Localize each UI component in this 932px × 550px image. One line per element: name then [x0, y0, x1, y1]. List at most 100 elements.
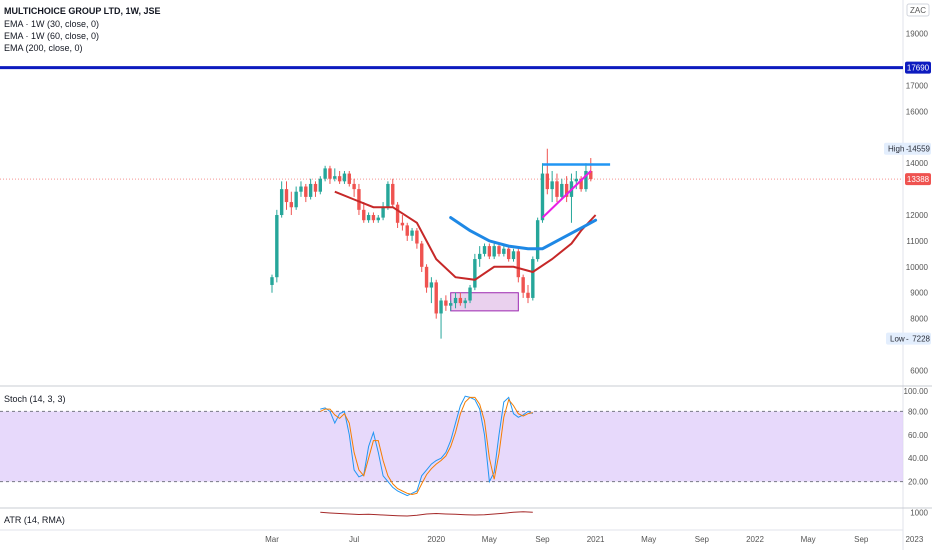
candle-body — [531, 259, 535, 298]
ema30-line — [334, 190, 597, 281]
stoch-band-fill — [0, 411, 903, 482]
time-tick-label: Sep — [854, 535, 869, 544]
price-tick-label: 17000 — [906, 81, 929, 90]
candle-body — [391, 183, 395, 205]
candle-body — [279, 189, 284, 216]
candle-body — [550, 181, 554, 190]
price-tick-label: 11000 — [906, 237, 928, 246]
candle-body — [347, 173, 351, 184]
axis-panel — [903, 0, 932, 550]
candle-body — [342, 173, 347, 182]
candle-body — [511, 251, 516, 260]
time-tick-label: May — [482, 535, 497, 544]
candle-body — [516, 251, 521, 278]
stoch-tick-label: 60.00 — [908, 431, 929, 440]
time-tick-label: Jul — [349, 535, 359, 544]
candle-body — [289, 202, 294, 208]
candle-body — [434, 282, 438, 314]
time-axis-ticks: Mar Jul 2020 May Sep 2021 May Sep 2022 May Sep 2023 — [265, 535, 924, 544]
high-label: High — [888, 145, 904, 154]
candle-body — [304, 186, 308, 197]
currency-label: ZAC — [906, 3, 930, 17]
candle-body — [521, 277, 525, 293]
legend-ema200: EMA (200, close, 0) — [4, 43, 83, 53]
candle-body — [366, 215, 371, 221]
stoch-legend: Stoch (14, 3, 3) — [4, 394, 66, 404]
candle-body — [318, 178, 322, 192]
candle-body — [362, 209, 366, 221]
candle-body — [453, 297, 458, 304]
atr-axis-ticks: 1000 — [910, 508, 928, 517]
candle-body — [381, 207, 385, 218]
price-axis-ticks: 6000 8000 9000 10000 11000 12000 14000 16000 170… — [906, 30, 929, 376]
candle-body — [270, 277, 274, 285]
candle-body — [487, 246, 492, 257]
currency-text: ZAC — [910, 6, 926, 15]
time-tick-label: May — [641, 535, 656, 544]
candle-body — [371, 215, 376, 221]
candle-body — [574, 178, 578, 182]
last-price-badge: 13388 — [905, 173, 931, 186]
time-tick-label: Sep — [535, 535, 550, 544]
candle-body — [540, 173, 545, 221]
stoch-tick-label: 40.00 — [908, 454, 929, 463]
time-tick-label: May — [801, 535, 816, 544]
candle-body — [420, 243, 424, 267]
low-badge: Low - 7228 — [886, 332, 931, 345]
candle-body — [506, 248, 511, 260]
price-tick-label: 16000 — [906, 107, 929, 116]
high-value: 14559 — [908, 145, 931, 154]
candle-body — [526, 292, 530, 298]
time-tick-label: 2022 — [746, 535, 764, 544]
low-label: Low — [890, 335, 905, 344]
candle-body — [492, 246, 496, 257]
candle-body — [308, 183, 313, 197]
candle-body — [294, 191, 298, 208]
stoch-axis-ticks: 20.00 40.00 60.00 80.00 100.00 — [904, 387, 929, 487]
atr-legend: ATR (14, RMA) — [4, 515, 65, 525]
candle-body — [564, 183, 569, 197]
time-tick-label: 2021 — [587, 535, 605, 544]
candle-body — [284, 189, 289, 203]
price-tick-label: 14000 — [906, 159, 929, 168]
candle-body — [333, 176, 337, 179]
candle-body — [555, 181, 559, 197]
time-tick-label: 2023 — [905, 535, 923, 544]
candle-body — [405, 225, 409, 236]
candle-body — [357, 189, 361, 210]
legend-ema30: EMA · 1W (30, close, 0) — [4, 19, 99, 29]
candle-body — [535, 220, 540, 260]
stoch-d-line — [320, 396, 533, 496]
candle-body — [328, 168, 332, 179]
candle-body — [395, 204, 400, 223]
candle-body — [337, 176, 342, 182]
low-dash: - — [906, 335, 909, 344]
price-tick-label: 9000 — [910, 289, 928, 298]
ema60-line — [449, 216, 598, 251]
price-tick-label: 10000 — [906, 263, 929, 272]
time-tick-label: Sep — [695, 535, 710, 544]
legend-ema60: EMA · 1W (60, close, 0) — [4, 31, 99, 41]
price-tick-label: 8000 — [910, 315, 928, 324]
stoch-tick-label: 100.00 — [904, 387, 929, 396]
candles-group — [270, 148, 593, 339]
candle-body — [444, 300, 448, 306]
candle-body — [502, 248, 506, 254]
candle-body — [579, 178, 583, 190]
candle-body — [400, 222, 405, 226]
candle-body — [424, 266, 429, 288]
time-tick-label: Mar — [265, 535, 279, 544]
time-tick-label: 2020 — [427, 535, 445, 544]
high-badge: High - 14559 — [884, 142, 931, 155]
triangle-support-trendline[interactable] — [541, 170, 592, 219]
candle-body — [376, 217, 380, 221]
price-tick-label: 12000 — [906, 211, 929, 220]
candle-body — [584, 170, 588, 190]
candle-body — [545, 173, 550, 190]
candle-body — [560, 183, 564, 197]
candle-body — [299, 186, 303, 192]
candle-body — [482, 246, 487, 254]
candle-body — [458, 297, 463, 304]
hline-value-text: 17690 — [907, 64, 930, 73]
candle-body — [463, 300, 467, 304]
